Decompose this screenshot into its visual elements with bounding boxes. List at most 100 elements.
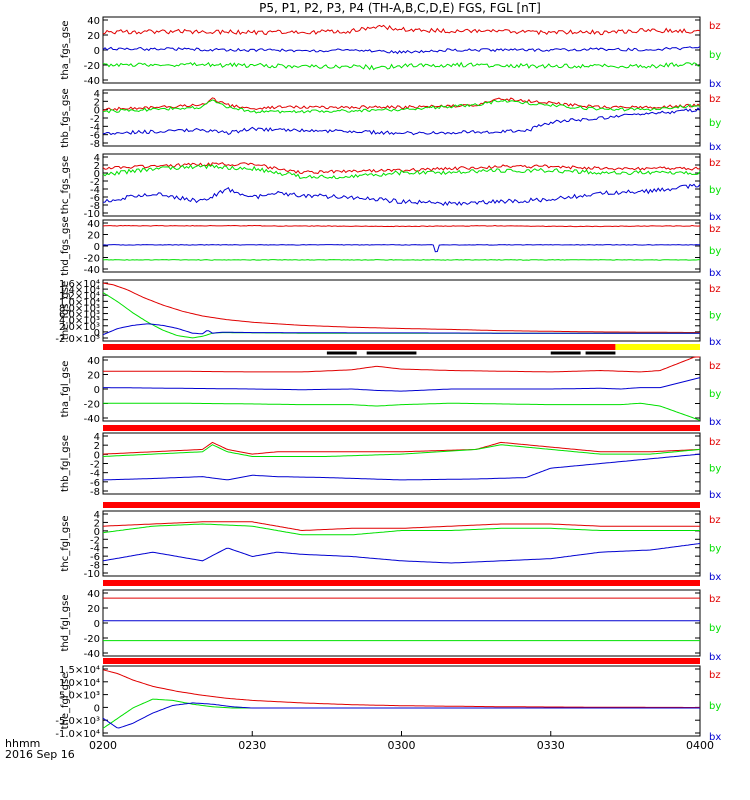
y-tick-label: 40 bbox=[87, 589, 100, 600]
y-axis-label: the_fgl_gse bbox=[60, 673, 71, 730]
y-tick-label: 2.0×10³ bbox=[59, 322, 100, 333]
y-tick-label: 6.0×10³ bbox=[59, 310, 100, 321]
y-axis-label: thb_fgs_gse bbox=[60, 88, 71, 147]
y-tick-label: 2 bbox=[94, 161, 100, 172]
y-tick-label: 1.2×10⁴ bbox=[59, 291, 100, 302]
series-line-bx bbox=[102, 323, 700, 336]
y-axis-label: the_fgs_gse bbox=[60, 281, 71, 340]
y-tick-label: -6 bbox=[90, 193, 100, 204]
status-bar-black-segment bbox=[585, 351, 616, 355]
y-tick-label: 4 bbox=[94, 153, 100, 164]
status-bar-segment bbox=[103, 425, 700, 431]
series-line-by bbox=[102, 292, 700, 339]
y-tick-label: 2 bbox=[94, 441, 100, 452]
legend-bz: bz bbox=[709, 361, 721, 372]
legend-bz: bz bbox=[709, 670, 721, 681]
series-line-by bbox=[102, 163, 701, 180]
legend-bz: bz bbox=[709, 594, 721, 605]
y-tick-label: -40 bbox=[84, 265, 100, 276]
y-axis-label: thb_fgl_gse bbox=[60, 435, 71, 492]
y-tick-label: 20 bbox=[87, 231, 100, 242]
y-tick-label: 2 bbox=[94, 518, 100, 529]
panel-frame bbox=[102, 16, 701, 84]
panel-frame bbox=[102, 89, 701, 147]
x-tick-label: 0330 bbox=[537, 739, 565, 752]
legend-by: by bbox=[709, 701, 721, 712]
y-tick-label: -20 bbox=[84, 634, 100, 645]
y-tick-label: 0 bbox=[94, 703, 100, 714]
y-tick-label: 1.5×10⁴ bbox=[59, 665, 100, 676]
y-tick-label: 0 bbox=[94, 46, 100, 57]
panel-frame bbox=[102, 432, 701, 495]
y-tick-label: 4.0×10³ bbox=[59, 316, 100, 327]
y-tick-label: 4 bbox=[94, 89, 100, 100]
y-tick-label: -2 bbox=[90, 114, 100, 125]
y-tick-label: -8 bbox=[90, 201, 100, 212]
legend-bx: bx bbox=[709, 79, 721, 90]
y-tick-label: -4 bbox=[90, 469, 100, 480]
y-tick-label: 0 bbox=[94, 385, 100, 396]
status-bar-black-segment bbox=[326, 351, 357, 355]
y-tick-label: -40 bbox=[84, 649, 100, 660]
x-tick-label: 0200 bbox=[89, 739, 117, 752]
y-tick-label: -20 bbox=[84, 61, 100, 72]
legend-bz: bz bbox=[709, 515, 721, 526]
y-tick-label: 1.0×10⁴ bbox=[59, 678, 100, 689]
y-tick-label: -40 bbox=[84, 414, 100, 425]
series-line-bx bbox=[102, 543, 701, 564]
legend-bz: bz bbox=[709, 437, 721, 448]
y-axis-label: tha_fgl_gse bbox=[60, 361, 71, 418]
y-tick-label: -10 bbox=[84, 209, 100, 220]
y-tick-label: 0 bbox=[94, 619, 100, 630]
y-tick-label: 1.6×10⁴ bbox=[59, 279, 100, 290]
legend-by: by bbox=[709, 246, 721, 257]
series-line-by bbox=[103, 402, 701, 421]
series-line-by bbox=[102, 99, 701, 114]
y-tick-label: -8 bbox=[90, 561, 100, 572]
legend-bx: bx bbox=[709, 417, 721, 428]
y-tick-label: -5.0×10³ bbox=[55, 716, 100, 727]
series-line-bx bbox=[103, 453, 701, 481]
y-tick-label: -1.0×10⁴ bbox=[55, 729, 100, 740]
series-line-bz bbox=[102, 282, 701, 334]
y-tick-label: -4 bbox=[90, 122, 100, 133]
legend-bz: bz bbox=[709, 21, 721, 32]
y-tick-label: 0 bbox=[94, 106, 100, 117]
series-line-bx bbox=[102, 183, 701, 207]
y-tick-label: 0 bbox=[94, 242, 100, 253]
y-tick-label: 5.0×10³ bbox=[59, 691, 100, 702]
legend-by: by bbox=[709, 50, 721, 61]
y-tick-label: -2 bbox=[90, 535, 100, 546]
series-line-bz bbox=[102, 224, 701, 228]
legend-by: by bbox=[709, 544, 721, 555]
y-tick-label: 20 bbox=[87, 371, 100, 382]
status-bar-black-segment bbox=[366, 351, 417, 355]
legend-bx: bx bbox=[709, 490, 721, 501]
y-tick-label: -8 bbox=[90, 487, 100, 498]
series-line-bx bbox=[102, 702, 700, 729]
y-axis-label: thc_fgl_gse bbox=[60, 515, 71, 571]
y-tick-label: 0 bbox=[94, 169, 100, 180]
y-tick-label: 2 bbox=[94, 97, 100, 108]
y-tick-label: -2 bbox=[90, 177, 100, 188]
panel-tha_fgs_gse: 40 20 0 -20 -40 tha_fgs_gse bz by bx bbox=[60, 16, 721, 90]
panel-frame bbox=[102, 279, 701, 342]
y-tick-label: 40 bbox=[87, 16, 100, 27]
panel-frame bbox=[102, 219, 701, 273]
y-tick-label: -2 bbox=[90, 460, 100, 471]
panel-thb_fgl_gse: 420-2-4-6-8 thb_fgl_gse bz by bx bbox=[60, 432, 721, 501]
y-tick-label: 4 bbox=[94, 432, 100, 443]
chart-title: P5, P1, P2, P3, P4 (TH-A,B,C,D,E) FGS, F… bbox=[259, 1, 541, 15]
y-tick-label: 0 bbox=[94, 450, 100, 461]
y-tick-label: 20 bbox=[87, 31, 100, 42]
y-tick-label: 0 bbox=[94, 328, 100, 339]
series-line-bz bbox=[102, 669, 700, 708]
series-line-bx bbox=[102, 107, 701, 136]
panel-frame bbox=[102, 665, 701, 737]
series-line-bz bbox=[102, 521, 700, 532]
series-line-by bbox=[102, 259, 701, 261]
series-line-bz bbox=[102, 24, 701, 36]
x-axis: 0200 0230 0300 0330 0400 bbox=[89, 731, 714, 752]
